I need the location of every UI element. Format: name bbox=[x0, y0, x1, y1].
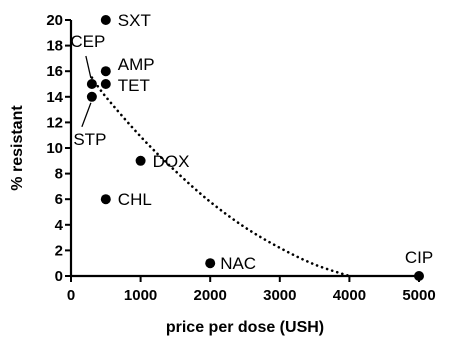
point-label-nac: NAC bbox=[220, 254, 256, 273]
x-tick-label: 1000 bbox=[124, 287, 157, 304]
trend-line-layer bbox=[90, 76, 351, 278]
y-tick-label: 10 bbox=[46, 140, 63, 157]
y-tick-label: 6 bbox=[55, 191, 63, 208]
point-label-chl: CHL bbox=[118, 190, 152, 209]
point-label-cip: CIP bbox=[405, 248, 433, 267]
y-axis-title: % resistant bbox=[9, 105, 26, 191]
x-tick-label: 0 bbox=[67, 287, 75, 304]
y-tick-label: 12 bbox=[46, 114, 63, 131]
x-ticks: 0 1000 2000 3000 4000 5000 bbox=[67, 276, 436, 304]
y-tick-label: 4 bbox=[55, 217, 64, 234]
point-dox bbox=[135, 155, 146, 166]
point-cip bbox=[414, 271, 424, 281]
point-amp bbox=[100, 66, 111, 77]
point-stp bbox=[86, 91, 97, 102]
x-tick-label: 5000 bbox=[402, 287, 435, 304]
y-tick-label: 2 bbox=[55, 242, 63, 259]
x-tick-label: 2000 bbox=[194, 287, 227, 304]
y-tick-label: 8 bbox=[55, 166, 63, 183]
point-chl bbox=[100, 194, 111, 205]
point-sxt bbox=[100, 15, 111, 25]
point-label-tet: TET bbox=[118, 76, 150, 95]
point-label-sxt: SXT bbox=[118, 11, 151, 30]
leader-line-stp bbox=[81, 102, 92, 128]
point-label-amp: AMP bbox=[118, 55, 155, 74]
y-tick-label: 18 bbox=[46, 38, 63, 55]
x-axis-title: price per dose (USH) bbox=[166, 319, 324, 336]
leader-line-cep bbox=[85, 55, 92, 79]
x-tick-label: 3000 bbox=[263, 287, 296, 304]
x-tick-label: 4000 bbox=[333, 287, 366, 304]
y-tick-label: 20 bbox=[46, 12, 63, 29]
point-cep bbox=[86, 79, 97, 89]
y-tick-label: 14 bbox=[46, 89, 63, 106]
point-label-dox: DOX bbox=[153, 152, 190, 171]
y-tick-label: 16 bbox=[46, 63, 63, 80]
point-label-cep: CEP bbox=[70, 32, 105, 51]
y-ticks: 0 2 4 6 8 10 12 14 16 18 20 bbox=[46, 12, 71, 285]
trend-line bbox=[90, 76, 351, 278]
y-tick-label: 0 bbox=[55, 268, 63, 285]
point-label-stp: STP bbox=[73, 130, 106, 149]
point-nac bbox=[205, 258, 216, 269]
point-tet bbox=[100, 79, 111, 89]
